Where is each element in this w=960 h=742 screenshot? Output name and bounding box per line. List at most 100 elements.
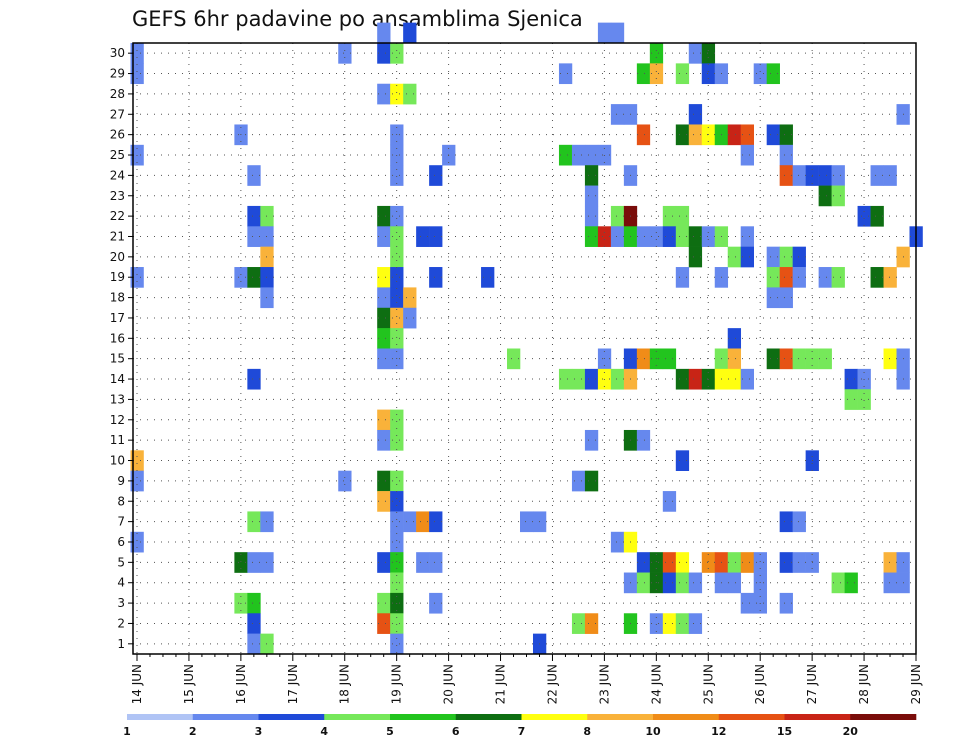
heatmap-cell: [636, 348, 651, 370]
heatmap-cell: [390, 531, 404, 553]
heatmap-cell: [247, 633, 261, 655]
heatmap-cell: [701, 226, 716, 247]
heatmap-cell: [390, 43, 404, 64]
heatmap-cell: [779, 511, 793, 533]
heatmap-cell: [610, 531, 625, 553]
heatmap-cell: [740, 592, 754, 614]
heatmap-cell: [377, 328, 391, 349]
heatmap-cell: [130, 63, 144, 85]
heatmap-cell: [753, 552, 767, 573]
heatmap-cell: [636, 63, 651, 85]
heatmap-cell: [429, 267, 443, 288]
heatmap-cell: [649, 226, 664, 247]
heatmap-cell: [610, 205, 625, 227]
heatmap-cell: [377, 409, 391, 431]
heatmap-cell: [403, 307, 417, 329]
heatmap-cell: [662, 613, 677, 634]
heatmap-cell: [792, 511, 806, 533]
heatmap-cell: [558, 63, 573, 85]
heatmap-cell: [688, 226, 703, 247]
heatmap-cell: [766, 287, 780, 309]
x-tick-label: 24 JUN: [649, 664, 663, 704]
heatmap-cell: [766, 63, 780, 85]
y-tick-label: 20: [110, 250, 125, 264]
heatmap-cell: [571, 144, 586, 166]
heatmap-cell: [247, 368, 261, 390]
x-axis: 14 JUN 15 JUN 16 JUN 17 JUN 18 JUN 19 JUN 20 J…: [130, 654, 923, 704]
heatmap-cell: [584, 185, 599, 207]
heatmap-cell: [584, 226, 599, 247]
heatmap-cell: [429, 592, 443, 614]
x-tick-label: 29 JUN: [909, 664, 923, 704]
heatmap-cell: [740, 124, 754, 146]
heatmap-cell: [662, 572, 677, 594]
heatmap-cell: [390, 552, 404, 573]
heatmap-cell: [390, 267, 404, 288]
x-tick-label: 26 JUN: [753, 664, 767, 704]
heatmap-cell: [636, 429, 651, 451]
y-tick-label: 9: [117, 474, 125, 488]
heatmap-cell: [247, 552, 261, 573]
heatmap-cell: [649, 63, 664, 85]
heatmap-cell: [390, 307, 404, 329]
colorbar-swatch: [390, 714, 457, 720]
heatmap-cell: [390, 328, 404, 349]
heatmap-cell: [377, 470, 391, 492]
heatmap-cell: [636, 226, 651, 247]
heatmap-cell: [390, 226, 404, 247]
heatmap-cell: [247, 205, 261, 227]
y-axis: 1234567891011121314151617181920212223242…: [110, 46, 133, 651]
x-tick-label: 21 JUN: [494, 664, 508, 704]
heatmap-cell: [377, 205, 391, 227]
heatmap-cell: [675, 368, 690, 390]
y-tick-label: 27: [110, 107, 125, 121]
y-tick-label: 17: [110, 311, 125, 325]
heatmap-cell: [429, 511, 443, 533]
x-tick-label: 14 JUN: [130, 664, 144, 704]
plot-frame: [132, 42, 917, 655]
x-tick-label: 20 JUN: [442, 664, 456, 704]
heatmap-cell: [130, 470, 144, 492]
heatmap-cell: [779, 267, 793, 288]
heatmap-cell: [727, 368, 742, 390]
heatmap-cell: [390, 409, 404, 431]
heatmap-cell: [429, 552, 443, 573]
y-tick-label: 4: [117, 576, 125, 590]
heatmap-cell: [377, 307, 391, 329]
heatmap-cell: [727, 348, 742, 370]
colorbar-label: 7: [518, 725, 526, 738]
y-tick-label: 22: [110, 209, 125, 223]
y-tick-label: 12: [110, 413, 125, 427]
heatmap-cell: [662, 226, 677, 247]
heatmap-cell: [390, 429, 404, 451]
heatmap-cell: [727, 552, 742, 573]
heatmap-cell: [558, 144, 573, 166]
heatmap-cell: [662, 348, 677, 370]
heatmap-cell: [792, 348, 806, 370]
colorbar-swatch: [587, 714, 654, 720]
heatmap-cell: [831, 572, 845, 594]
heatmap-cell: [727, 572, 742, 594]
heatmap-cell: [688, 572, 703, 594]
heatmap-cell: [584, 165, 599, 186]
heatmap-cell: [727, 328, 742, 349]
heatmap-cell: [234, 267, 248, 288]
heatmap-cell: [610, 368, 625, 390]
heatmap-cell: [584, 613, 599, 634]
heatmap-cell: [130, 450, 144, 471]
heatmap-cell: [130, 43, 144, 64]
heatmap-cell: [377, 592, 391, 614]
heatmap-cell: [675, 450, 690, 471]
heatmap-cell: [766, 348, 780, 370]
y-tick-label: 23: [110, 189, 125, 203]
x-tick-label: 23 JUN: [597, 664, 611, 704]
heatmap-cell: [688, 613, 703, 634]
colorbar-swatch: [718, 714, 785, 720]
x-tick-label: 25 JUN: [701, 664, 715, 704]
x-tick-label: 15 JUN: [182, 664, 196, 704]
y-tick-label: 10: [110, 454, 125, 468]
y-tick-label: 29: [110, 67, 125, 81]
heatmap-cell: [740, 552, 754, 573]
heatmap-cell: [377, 348, 391, 370]
